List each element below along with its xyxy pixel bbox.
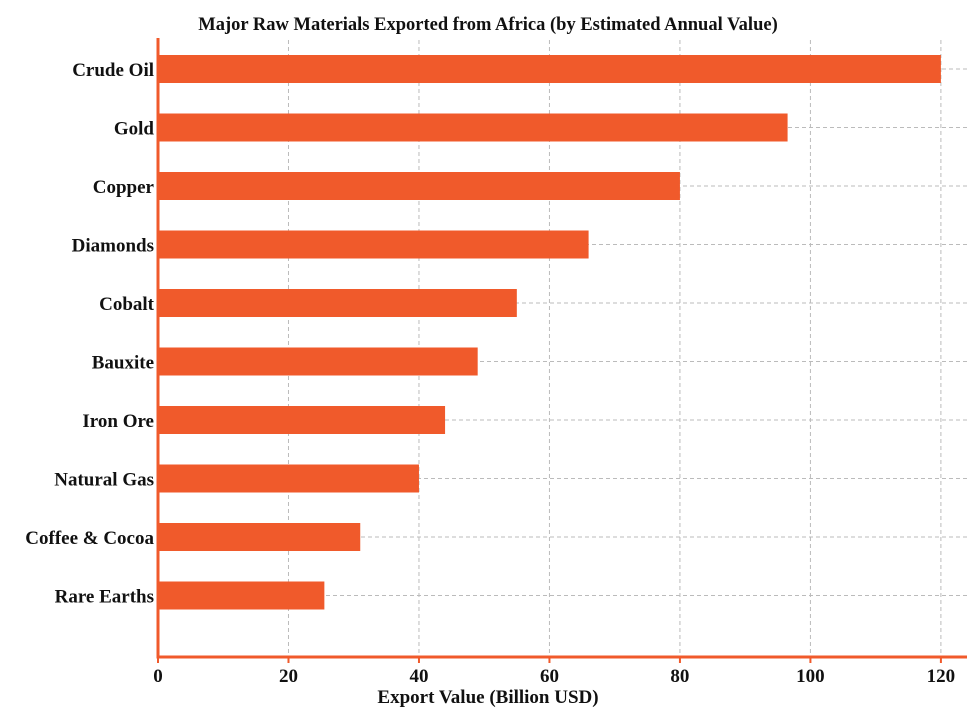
x-axis-label: Export Value (Billion USD) <box>377 687 598 708</box>
category-label-9: Rare Earths <box>55 587 154 608</box>
category-label-7: Natural Gas <box>54 470 154 491</box>
bar-0 <box>158 55 941 83</box>
x-tick-label-6: 120 <box>927 666 956 687</box>
x-tick-label-1: 20 <box>279 666 298 687</box>
category-labels: Crude Oil Gold Copper Diamonds Cobalt Bauxite… <box>25 60 154 608</box>
bar-4 <box>158 289 517 317</box>
bar-2 <box>158 172 680 200</box>
bar-7 <box>158 464 419 493</box>
category-label-5: Bauxite <box>92 353 154 374</box>
category-label-1: Gold <box>114 119 155 140</box>
bar-8 <box>158 523 361 551</box>
x-tick-labels: 0 20 40 60 80 100 120 <box>153 666 955 687</box>
category-label-4: Cobalt <box>99 294 155 315</box>
x-tick-label-0: 0 <box>153 666 163 687</box>
bar-3 <box>158 230 589 259</box>
bar-5 <box>158 347 478 376</box>
category-label-6: Iron Ore <box>82 411 154 432</box>
x-tick-label-5: 100 <box>796 666 825 687</box>
chart-title: Major Raw Materials Exported from Africa… <box>198 15 777 35</box>
x-tick-label-3: 60 <box>540 666 559 687</box>
bar-6 <box>158 406 446 434</box>
x-tick-label-4: 80 <box>670 666 689 687</box>
bars <box>158 55 941 610</box>
axes <box>156 38 967 663</box>
category-label-2: Copper <box>93 177 155 198</box>
category-label-8: Coffee & Cocoa <box>25 528 154 549</box>
category-label-3: Diamonds <box>72 236 154 257</box>
bar-9 <box>158 581 325 610</box>
bar-1 <box>158 113 788 142</box>
x-tick-label-2: 40 <box>409 666 428 687</box>
category-label-0: Crude Oil <box>72 60 154 81</box>
